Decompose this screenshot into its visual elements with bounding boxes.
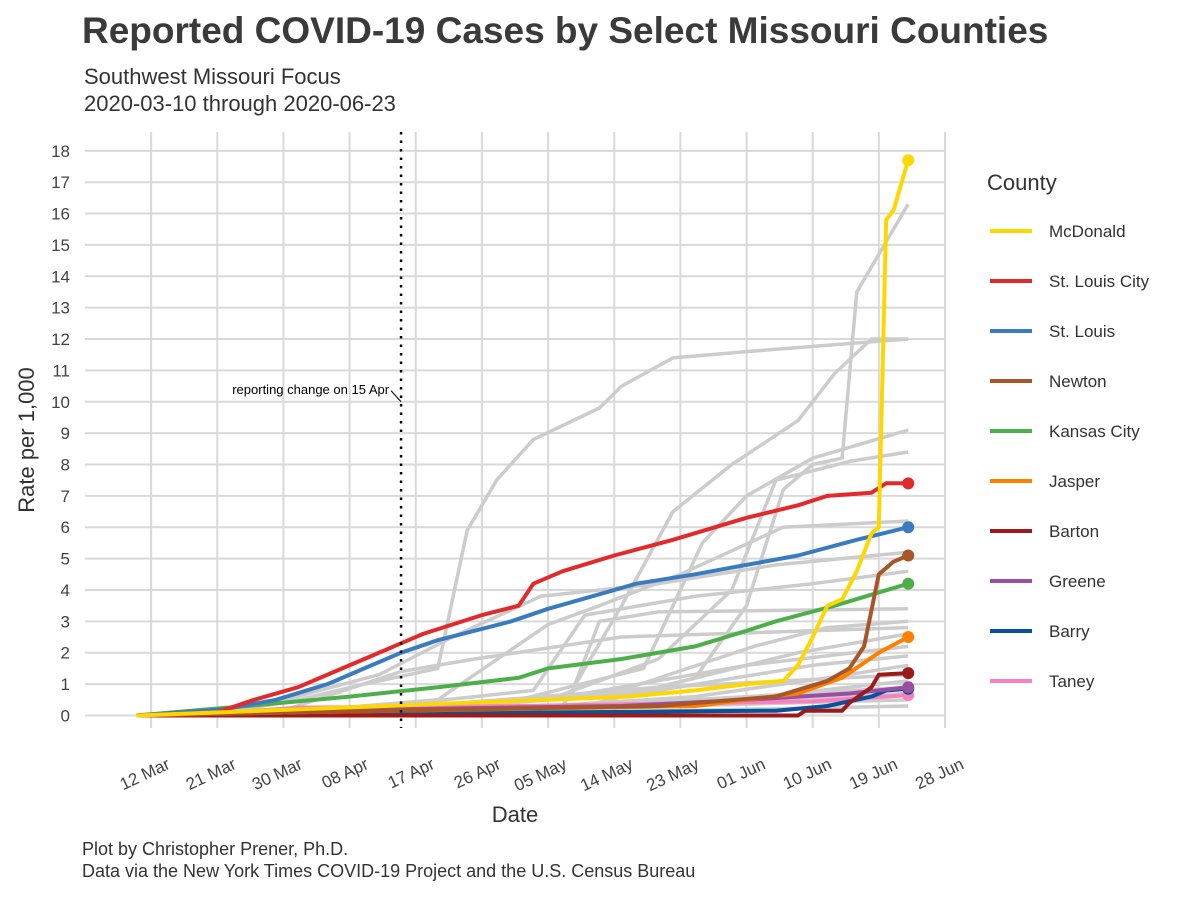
y-tick-label: 0 [61, 706, 70, 725]
grid-lines [85, 132, 946, 728]
y-tick-label: 5 [61, 550, 70, 569]
legend-title: County [987, 170, 1057, 195]
y-tick-label: 12 [51, 330, 70, 349]
background-county-line [298, 428, 909, 718]
x-tick-label: 10 Jun [780, 754, 834, 793]
x-tick-label: 30 Mar [249, 754, 305, 794]
background-county-line [298, 569, 909, 718]
y-tick-label: 8 [61, 456, 70, 475]
y-tick-label: 15 [51, 236, 70, 255]
x-tick-label: 14 May [577, 754, 636, 795]
x-tick-label: 01 Jun [714, 754, 768, 793]
chart-subtitle-line2: 2020-03-10 through 2020-06-23 [84, 91, 396, 116]
chart-subtitle-line1: Southwest Missouri Focus [84, 64, 341, 89]
legend-label-mcdonald: McDonald [1049, 222, 1126, 241]
series-endpoint-st-louis-city [902, 477, 915, 490]
series-endpoint-newton [902, 549, 915, 562]
y-tick-label: 3 [61, 612, 70, 631]
series-endpoint-greene [902, 681, 915, 694]
x-tick-label: 05 May [511, 754, 570, 795]
x-axis-ticks: 12 Mar 21 Mar 30 Mar 08 Apr 17 Apr 26 Apr 05 M… [117, 754, 967, 795]
series-line-mcdonald [136, 159, 911, 718]
y-tick-label: 16 [51, 205, 70, 224]
x-tick-label: 17 Apr [385, 754, 438, 792]
y-tick-label: 2 [61, 644, 70, 663]
x-tick-label: 26 Apr [451, 754, 504, 792]
background-county-lines [209, 203, 910, 718]
series-line-kansas-city [136, 581, 909, 718]
y-tick-label: 11 [52, 361, 70, 380]
series-endpoint-mcdonald [902, 154, 915, 167]
legend-label-barry: Barry [1049, 622, 1090, 641]
caption-author: Plot by Christopher Prener, Ph.D. [82, 839, 349, 859]
series-line-newton [136, 553, 909, 718]
series-endpoint-barton [902, 667, 915, 680]
chart-title: Reported COVID-19 Cases by Select Missou… [82, 10, 1049, 51]
y-tick-label: 1 [61, 675, 70, 694]
legend-label-taney: Taney [1049, 672, 1095, 691]
legend-label-st-louis-city: St. Louis City [1049, 272, 1150, 291]
legend-label-jasper: Jasper [1049, 472, 1100, 491]
highlighted-county-lines [136, 154, 915, 718]
series-endpoint-st-louis [902, 521, 915, 534]
x-axis-label: Date [492, 802, 538, 827]
series-line-st-louis [136, 525, 909, 718]
background-county-line [268, 625, 909, 718]
y-tick-label: 10 [51, 393, 70, 412]
legend-label-st-louis: St. Louis [1049, 322, 1115, 341]
reporting-change-annotation: reporting change on 15 Apr [232, 132, 403, 728]
series-line-barton [136, 671, 909, 718]
annotation-leader [390, 390, 402, 403]
x-tick-label: 23 May [644, 754, 703, 795]
y-tick-label: 13 [51, 299, 70, 318]
y-tick-label: 14 [51, 267, 70, 286]
y-axis-label: Rate per 1,000 [14, 367, 39, 513]
y-tick-label: 9 [61, 424, 70, 443]
annotation-label: reporting change on 15 Apr [232, 382, 390, 397]
background-county-line [224, 550, 909, 718]
background-county-line [474, 337, 909, 718]
series-endpoint-kansas-city [902, 577, 915, 590]
x-tick-label: 08 Apr [319, 754, 372, 792]
x-tick-label: 21 Mar [183, 754, 239, 794]
x-tick-label: 12 Mar [117, 754, 173, 794]
legend-label-newton: Newton [1049, 372, 1107, 391]
y-tick-label: 4 [61, 581, 70, 600]
y-tick-label: 17 [51, 173, 70, 192]
caption-source: Data via the New York Times COVID-19 Pro… [82, 861, 696, 881]
background-county-line [209, 203, 910, 718]
x-tick-label: 19 Jun [846, 754, 900, 793]
legend-label-kansas-city: Kansas City [1049, 422, 1140, 441]
series-endpoint-jasper [902, 631, 915, 644]
y-tick-label: 6 [61, 518, 70, 537]
series-line-st-louis-city [136, 481, 909, 718]
y-tick-label: 7 [61, 487, 70, 506]
x-tick-label: 28 Jun [912, 754, 966, 793]
legend: County McDonald St. Louis City St. Louis Ne… [987, 170, 1150, 691]
legend-label-greene: Greene [1049, 572, 1106, 591]
y-tick-label: 18 [51, 142, 70, 161]
legend-label-barton: Barton [1049, 522, 1099, 541]
